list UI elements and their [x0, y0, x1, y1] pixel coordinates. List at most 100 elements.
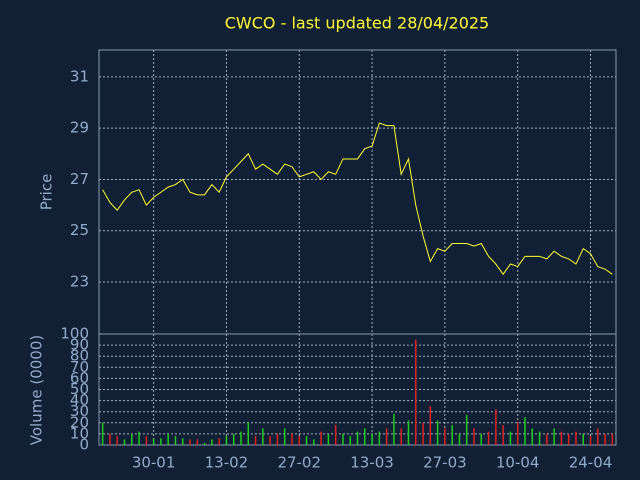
- volume-bar: [487, 431, 490, 445]
- volume-bar: [342, 433, 344, 445]
- volume-bar: [531, 428, 534, 445]
- volume-bar: [320, 431, 322, 445]
- volume-bar: [516, 422, 519, 445]
- volume-bar: [415, 339, 417, 445]
- volume-bar: [291, 433, 293, 445]
- volume-bar: [196, 439, 199, 445]
- volume-bar: [371, 433, 373, 445]
- volume-bar: [109, 433, 111, 445]
- volume-bar: [502, 425, 504, 445]
- volume-bar: [575, 431, 577, 445]
- volume-bar: [203, 442, 206, 445]
- volume-bar: [138, 431, 140, 445]
- volume-bar: [189, 439, 191, 445]
- volume-bar: [305, 436, 308, 445]
- volume-bar: [167, 433, 169, 445]
- y-tick-label: 27: [70, 170, 89, 188]
- y-tick-label: 90: [70, 336, 89, 354]
- volume-bar: [589, 436, 592, 445]
- y-tick-label: 23: [70, 272, 89, 290]
- volume-bar: [313, 439, 315, 445]
- price-line: [102, 122, 613, 276]
- volume-bar: [225, 436, 228, 445]
- volume-bar: [152, 438, 155, 445]
- volume-bar: [254, 436, 257, 445]
- volume-bar: [181, 438, 184, 445]
- volume-bar: [232, 433, 235, 445]
- y-tick-label: 70: [70, 358, 89, 376]
- volume-bar: [538, 431, 541, 445]
- volume-bar: [116, 436, 118, 445]
- y-tick-label: 30: [70, 402, 89, 420]
- volume-bar: [101, 422, 104, 445]
- volume-bar: [553, 428, 555, 445]
- volume-bar: [349, 436, 351, 445]
- x-tick-label: 30-01: [132, 454, 176, 472]
- volume-bar: [145, 436, 148, 445]
- volume-bar: [546, 433, 548, 445]
- x-tick-label: 24-04: [569, 454, 613, 472]
- x-tick-label: 27-02: [277, 454, 321, 472]
- volume-bar: [334, 425, 337, 445]
- volume-bar: [298, 436, 300, 445]
- volume-bar: [495, 409, 497, 445]
- y-tick-label: 0: [79, 436, 89, 454]
- volume-bar: [597, 428, 599, 445]
- y-tick-label: 50: [70, 380, 89, 398]
- volume-bar: [582, 433, 584, 445]
- y-tick-label: 31: [70, 67, 89, 85]
- volume-bar: [160, 438, 162, 445]
- y-tick-label: 10: [70, 424, 89, 442]
- volume-bar: [393, 413, 395, 445]
- volume-bar: [407, 420, 410, 445]
- y-tick-label: 80: [70, 347, 89, 365]
- volume-bar: [473, 428, 475, 445]
- volume-bar: [567, 433, 570, 445]
- y-tick-label: 29: [70, 119, 89, 137]
- y-tick-label: 20: [70, 413, 89, 431]
- x-tick-label: 13-02: [205, 454, 249, 472]
- volume-bar: [400, 428, 402, 445]
- volume-bar: [524, 417, 526, 445]
- volume-bar: [283, 428, 286, 445]
- volume-bar: [611, 433, 614, 445]
- volume-bar: [247, 422, 250, 445]
- x-tick-label: 10-04: [496, 454, 540, 472]
- volume-bar: [276, 433, 279, 445]
- volume-bar: [458, 433, 461, 445]
- volume-bar: [604, 433, 606, 445]
- volume-bar: [465, 415, 468, 445]
- volume-bar: [429, 406, 432, 445]
- volume-bar: [269, 436, 271, 445]
- y-tick-label: 100: [60, 325, 89, 343]
- volume-bar: [444, 428, 446, 445]
- volume-bar: [480, 433, 483, 445]
- volume-bar: [327, 433, 330, 445]
- volume-bar: [385, 428, 388, 445]
- volume-bar: [240, 431, 242, 445]
- volume-bar: [262, 428, 264, 445]
- y-tick-label: 60: [70, 369, 89, 387]
- volume-bar: [174, 436, 177, 445]
- volume-bar: [123, 439, 126, 445]
- x-tick-label: 27-03: [423, 454, 467, 472]
- y-tick-label: 25: [70, 221, 89, 239]
- volume-bar: [451, 425, 453, 445]
- volume-bar: [560, 431, 563, 445]
- volume-bar: [131, 433, 133, 445]
- y-tick-label: 40: [70, 391, 89, 409]
- volume-bar: [378, 431, 381, 445]
- volume-bar: [422, 422, 424, 445]
- volume-bar: [356, 431, 359, 445]
- y-axis-label: Volume (0000): [28, 335, 46, 445]
- volume-bar: [211, 439, 213, 445]
- volume-bar: [364, 428, 366, 445]
- chart-title: CWCO - last updated 28/04/2025: [225, 14, 489, 33]
- volume-bar: [218, 438, 220, 445]
- volume-bar: [436, 420, 439, 445]
- x-tick-label: 13-03: [350, 454, 394, 472]
- volume-bar: [509, 431, 512, 445]
- y-axis-label: Price: [38, 174, 56, 211]
